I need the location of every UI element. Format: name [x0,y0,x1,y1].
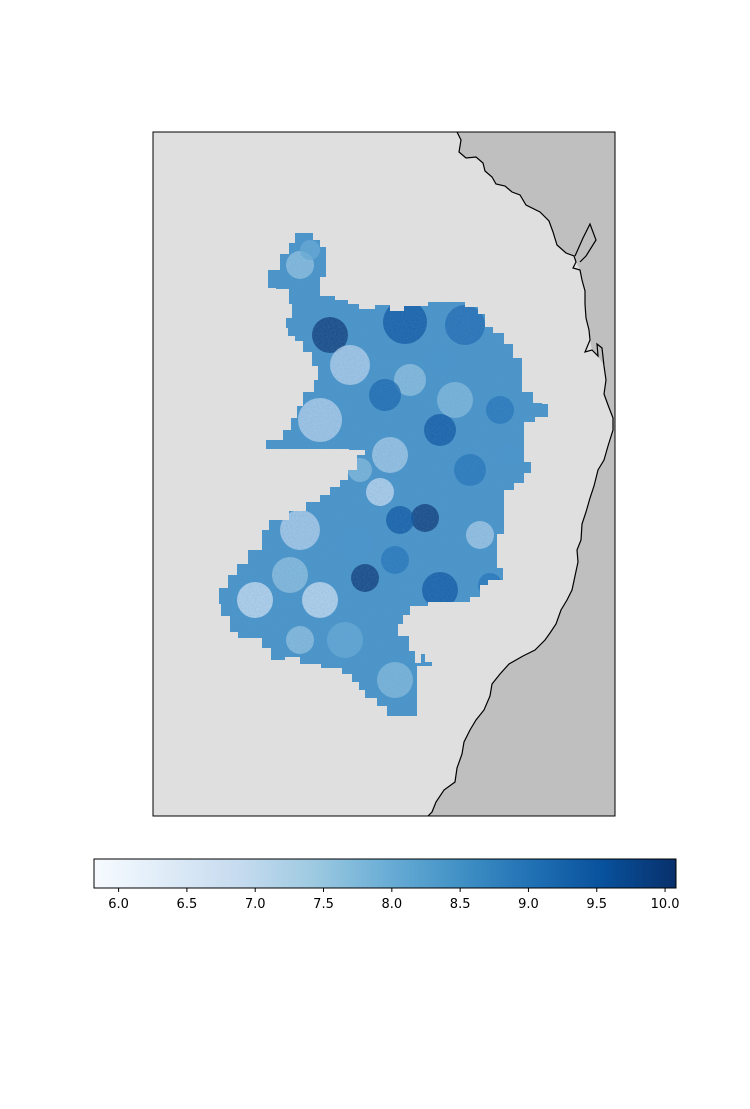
colorbar-tick-label: 6.0 [108,897,129,912]
colorbar-tick-label: 8.0 [381,897,402,912]
map-panel [153,132,615,816]
colorbar-tick-label: 6.5 [177,897,198,912]
colorbar-tick-label: 9.5 [586,897,607,912]
coastline [427,132,614,816]
colorbar-frame [93,858,677,889]
colorbar-tick-label: 7.5 [313,897,334,912]
colorbar-tick-label: 10.0 [651,897,680,912]
colorbar-tick-label: 7.0 [245,897,266,912]
colorbar: 6.0 6.5 7.0 7.5 8.0 8.5 9.0 9.5 10.0 [93,858,680,912]
coastline-inlet [574,222,597,263]
colorbar-tick-label: 9.0 [518,897,539,912]
map-frame [152,131,616,817]
colorbar-gradient [94,859,676,888]
land-mass [428,132,615,816]
colorbar-tick-label: 8.5 [450,897,471,912]
